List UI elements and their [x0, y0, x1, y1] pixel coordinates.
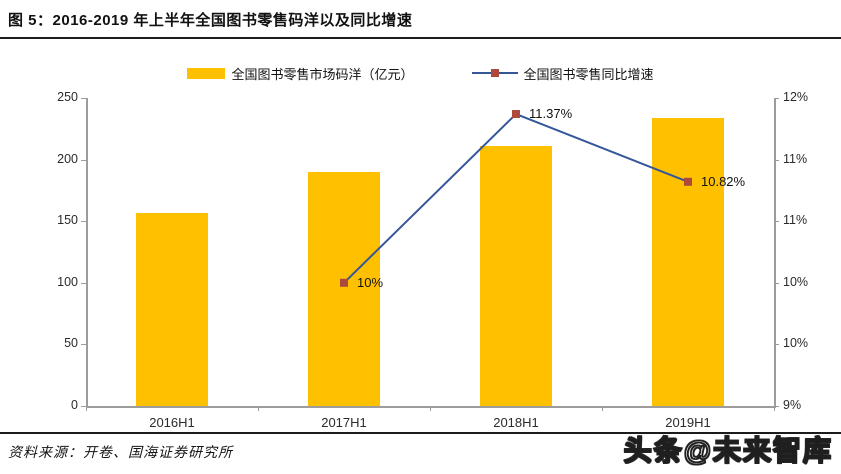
x-axis-tick: [258, 406, 259, 411]
line-marker-2018H1: [512, 110, 520, 119]
y-axis-right: [774, 98, 776, 406]
y2-axis-tick: [774, 344, 779, 346]
y2-axis-tick-label: 11%: [783, 151, 808, 166]
y-axis-tick: [81, 221, 86, 223]
y2-axis-tick-label: 10%: [783, 336, 809, 351]
y-axis-tick-label: 50: [64, 336, 78, 351]
y2-axis-tick-label: 11%: [783, 213, 808, 228]
bar-2016H1: [136, 212, 208, 406]
legend-line-label: 全国图书零售同比增速: [523, 66, 654, 82]
y-axis-tick: [81, 344, 86, 346]
y-axis-tick: [81, 98, 86, 99]
y-axis-left: [86, 98, 88, 406]
point-label-2017H1: 10%: [357, 274, 384, 290]
chart-legend: 全国图书零售市场码洋（亿元） 全国图书零售同比增速: [0, 62, 841, 84]
legend-item-line: 全国图书零售同比增速: [471, 64, 654, 83]
legend-bar-label: 全国图书零售市场码洋（亿元）: [231, 66, 414, 82]
y2-axis-tick: [774, 282, 779, 284]
figure-title: 图 5：2016-2019 年上半年全国图书零售码洋以及同比增速: [8, 12, 413, 29]
y2-axis-tick-label: 9%: [783, 398, 802, 412]
y-axis-tick: [81, 406, 86, 407]
point-label-2019H1: 10.82%: [701, 173, 746, 189]
y2-axis-tick: [774, 221, 779, 223]
y2-axis-tick: [774, 406, 779, 407]
y-axis-tick-label: 100: [57, 274, 78, 289]
point-label-2018H1: 11.37%: [529, 106, 573, 122]
watermark: 头条@未来智库: [623, 434, 833, 467]
x-axis-category-label: 2017H1: [321, 415, 367, 430]
x-axis-tick: [774, 406, 775, 411]
y-axis-tick: [81, 159, 86, 161]
line-series-swatch-icon: [471, 67, 518, 79]
y-axis-tick: [81, 282, 86, 284]
bar-series-swatch-icon: [187, 67, 226, 79]
title-divider: [0, 37, 841, 39]
y-axis-tick-label: 250: [57, 90, 78, 104]
source-note: 资料来源：开卷、国海证券研究所: [8, 446, 233, 461]
bar-2018H1: [480, 146, 552, 406]
y2-axis-tick: [774, 159, 779, 161]
y2-axis-tick-label: 12%: [783, 90, 809, 104]
y2-axis-tick-label: 10%: [783, 274, 809, 289]
legend-item-bar: 全国图书零售市场码洋（亿元）: [187, 64, 414, 83]
y-axis-tick-label: 200: [57, 151, 78, 166]
bottom-divider: [0, 432, 841, 434]
y-axis-tick-label: 0: [71, 398, 78, 412]
y-axis-tick-label: 150: [57, 213, 78, 228]
x-axis-tick: [86, 406, 87, 411]
x-axis-category-label: 2016H1: [149, 415, 195, 430]
x-axis-tick: [430, 406, 431, 411]
x-axis-tick: [602, 406, 603, 411]
line-swatch-marker: [490, 69, 499, 77]
x-axis-category-label: 2019H1: [665, 415, 711, 430]
x-axis-category-label: 2018H1: [493, 415, 539, 430]
bar-2019H1: [652, 117, 724, 406]
y2-axis-tick: [774, 98, 779, 99]
